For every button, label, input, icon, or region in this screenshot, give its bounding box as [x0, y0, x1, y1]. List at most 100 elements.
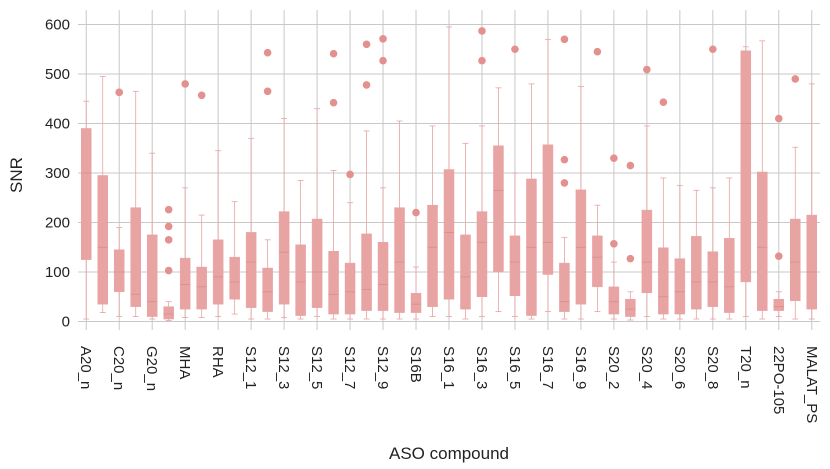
outlier-point — [115, 88, 124, 97]
outlier-point — [643, 65, 651, 74]
box — [229, 256, 240, 300]
outlier-point — [362, 40, 371, 49]
outlier-point — [560, 155, 569, 164]
outlier-point — [181, 80, 189, 88]
box — [212, 239, 224, 305]
box — [641, 209, 653, 294]
box — [740, 50, 752, 283]
x-tick-label: T20_n — [737, 346, 754, 389]
box — [658, 247, 669, 315]
box — [542, 144, 554, 275]
box — [493, 145, 504, 273]
x-tick-label: S12_5 — [308, 346, 325, 389]
box — [262, 267, 273, 312]
box — [476, 211, 488, 297]
x-tick-label: S12_7 — [341, 346, 358, 389]
box — [130, 207, 141, 307]
y-tick-label: 100 — [45, 264, 70, 281]
box — [377, 242, 389, 311]
x-tick-label: S12_9 — [374, 346, 391, 389]
y-tick-label: 0 — [62, 314, 70, 331]
box — [460, 234, 471, 310]
outlier-point — [346, 170, 354, 179]
y-tick-label: 500 — [45, 66, 70, 83]
x-tick-label: S16_5 — [506, 346, 523, 389]
outlier-point — [610, 239, 618, 248]
box — [278, 211, 290, 305]
box — [245, 232, 257, 308]
outlier-point — [379, 35, 387, 43]
x-tick-label: G20_n — [143, 346, 160, 391]
box — [427, 204, 438, 307]
outlier-point — [412, 208, 420, 217]
x-tick-label: A20_n — [77, 346, 94, 389]
x-tick-label: 22PO-105 — [770, 346, 787, 414]
x-axis-ticks: A20_n C20_n G20_n MHA RHA S12_1 S12_3 S12_5 S12_… — [77, 346, 820, 423]
x-tick-label: RHA — [209, 346, 226, 378]
box — [559, 262, 570, 312]
box — [361, 233, 372, 311]
x-tick-label: S16_9 — [572, 346, 589, 389]
box — [790, 218, 801, 301]
outlier-point — [164, 205, 173, 214]
x-axis-label: ASO compound — [389, 444, 509, 463]
box — [410, 293, 422, 313]
box — [773, 298, 785, 311]
x-tick-label: MALAT_PS — [803, 346, 820, 423]
box — [344, 262, 356, 315]
x-tick-label: S20_8 — [704, 346, 721, 389]
outlier-point — [362, 81, 371, 89]
box — [311, 218, 323, 308]
x-tick-label: S16_7 — [539, 346, 556, 389]
box — [806, 214, 818, 310]
box — [146, 234, 158, 317]
box — [295, 244, 306, 316]
box-series — [80, 26, 818, 321]
outlier-point — [610, 154, 618, 162]
box — [113, 249, 125, 293]
box — [179, 257, 191, 310]
box — [509, 235, 521, 297]
outlier-point — [774, 114, 783, 123]
outlier-point — [164, 236, 173, 244]
box — [328, 250, 339, 315]
box — [707, 251, 719, 307]
outlier-point — [626, 161, 635, 170]
x-tick-label: S12_3 — [275, 346, 292, 389]
box — [724, 238, 735, 313]
outlier-point — [774, 252, 783, 260]
box — [757, 171, 768, 311]
box — [592, 235, 603, 288]
x-tick-label: C20_n — [110, 346, 127, 390]
outlier-point — [263, 87, 272, 96]
box — [163, 306, 174, 320]
outlier-point — [478, 27, 486, 35]
outlier-point — [560, 35, 569, 44]
outlier-point — [659, 98, 668, 107]
outlier-point — [593, 47, 602, 56]
box — [608, 286, 620, 315]
box — [691, 236, 702, 310]
box — [97, 175, 108, 305]
outlier-point — [164, 266, 173, 275]
y-tick-label: 300 — [45, 165, 70, 182]
box — [674, 258, 686, 315]
outlier-point — [560, 179, 569, 187]
x-tick-label: S16B — [407, 346, 424, 383]
outlier-point — [197, 91, 206, 100]
outlier-point — [379, 56, 387, 65]
box — [80, 128, 92, 260]
x-tick-label: MHA — [176, 346, 193, 379]
y-tick-label: 200 — [45, 215, 70, 232]
box — [196, 266, 207, 310]
outlier-point — [164, 222, 173, 231]
box — [394, 207, 405, 313]
outlier-point — [263, 48, 272, 57]
y-tick-label: 600 — [45, 17, 70, 34]
outlier-point — [709, 45, 717, 54]
y-axis-label: SNR — [7, 157, 26, 193]
outlier-point — [791, 75, 800, 83]
x-tick-label: S20_6 — [671, 346, 688, 389]
x-tick-label: S16_3 — [473, 346, 490, 389]
